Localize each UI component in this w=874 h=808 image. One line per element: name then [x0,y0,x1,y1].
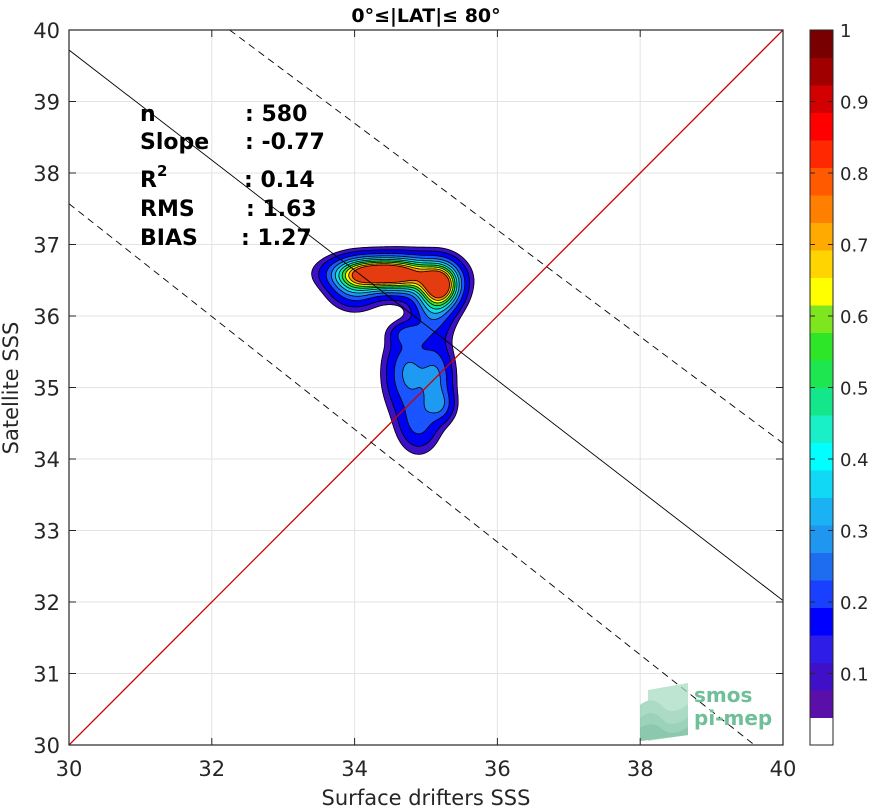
colorbar-segment [810,112,833,141]
reference-lines [69,30,783,745]
colorbar-segment [810,415,833,443]
colorbar-segment [810,222,833,251]
stat-slope-label: Slope [140,130,209,155]
y-tick-label: 35 [33,377,60,401]
regression-line [69,49,783,601]
x-tick-label: 38 [627,757,654,781]
colorbar-tick-label: 0.9 [840,93,869,114]
colorbar-tick-label: 0.2 [840,593,869,614]
colorbar-segment [810,552,833,581]
stat-bias-value: : 1.27 [241,226,312,251]
colorbar-segment [810,360,833,388]
colorbar-segment [810,140,833,168]
stat-r2-label: R2 [140,162,167,193]
y-tick-label: 39 [33,91,60,115]
y-tick-label: 37 [33,234,60,258]
y-tick-label: 34 [33,448,60,472]
colorbar-tick-label: 0.1 [840,665,869,686]
contour-line [318,249,471,447]
contour-line [311,246,475,455]
x-axis-label: Surface drifters SSS [322,786,531,808]
y-tick-label: 40 [33,19,60,43]
colorbar: 0.1 0.2 0.3 0.4 0.5 0.6 0.7 0.8 0.9 1 [809,21,869,746]
stat-n-value: : 580 [245,102,307,127]
contour-line [330,255,463,414]
x-tick-label: 34 [341,757,368,781]
y-axis-label: Satellite SSS [0,322,23,455]
contour-line [338,258,458,310]
colorbar-segment [810,305,833,333]
contour-line [348,263,452,301]
colorbar-tick-label: 0.6 [840,307,869,328]
colorbar-tick-label: 0.5 [840,379,869,400]
stat-bias-label: BIAS [140,226,198,251]
axis-ticks: 30 32 34 36 38 40 30 31 32 33 34 35 36 37 38 39 40 [33,19,796,781]
y-tick-label: 30 [33,734,60,758]
colorbar-segment [810,690,833,718]
colorbar-tick-label: 0.8 [840,164,869,185]
stat-n-label: n [140,102,156,127]
colorbar-segment [810,85,833,113]
y-tick-label: 32 [33,591,60,615]
contour-line [344,261,454,304]
contour-line [334,257,460,314]
y-tick-label: 38 [33,162,60,186]
wave-logo-icon [640,683,688,741]
lower-envelope-line [69,203,755,745]
colorbar-segment [810,30,833,58]
colorbar-segment [810,387,833,416]
watermark-logo: smos pi-mep [640,683,772,741]
colorbar-segment [810,662,833,691]
colorbar-segment [810,607,833,636]
contour-line [351,264,450,299]
statistics-annotation: n : 580 Slope : -0.77 R2 : 0.14 RMS : 1.… [140,102,325,251]
colorbar-tick-label: 0.7 [840,236,869,257]
identity-line [69,30,783,745]
colorbar-segment [810,195,833,223]
colorbar-segment [810,57,833,86]
colorbar-segment [810,250,833,278]
density-contours [311,246,475,455]
stat-rms-label: RMS [140,197,195,222]
colorbar-tick-label: 1 [840,21,851,42]
contour-line [325,253,466,435]
contour-level [351,264,450,299]
watermark-line2: pi-mep [694,706,772,730]
colorbar-segment [810,442,833,471]
y-tick-label: 33 [33,520,60,544]
x-tick-label: 32 [198,757,225,781]
y-tick-label: 31 [33,663,60,687]
colorbar-segment [810,332,833,361]
x-tick-label: 36 [484,757,511,781]
colorbar-segment [810,717,833,746]
stat-slope-value: : -0.77 [245,130,325,155]
colorbar-segment [810,470,833,498]
stat-rms-value: : 1.63 [246,197,317,222]
grid-lines [68,29,784,746]
watermark-line1: smos [694,683,752,707]
colorbar-segment [810,497,833,526]
chart-title: 0°≤|LAT|≤ 80° [351,5,500,27]
y-tick-label: 36 [33,305,60,329]
colorbar-segment [810,277,833,306]
colorbar-tick-label: 0.4 [840,450,869,471]
colorbar-segment [810,580,833,608]
colorbar-segment [810,167,833,196]
stat-r2-value: : 0.14 [244,168,315,193]
colorbar-segment [810,525,833,553]
contour-line [341,260,456,307]
stat-r2-superscript: 2 [157,162,167,180]
x-tick-label: 30 [56,757,83,781]
colorbar-tick-label: 0.3 [840,522,869,543]
colorbar-segment [810,635,833,663]
x-tick-label: 40 [770,757,797,781]
